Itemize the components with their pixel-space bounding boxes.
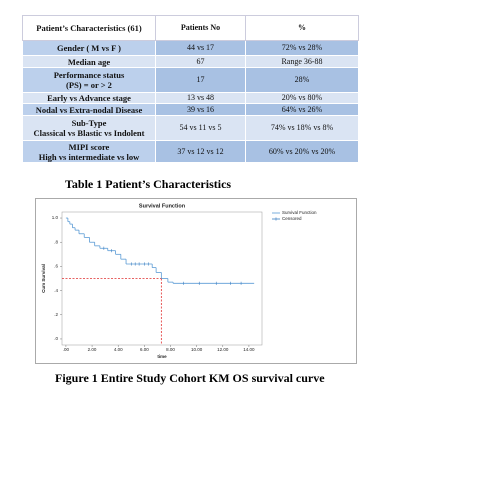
x-tick-label: 2.00 — [88, 347, 97, 352]
y-axis-label: Cum Survival — [41, 264, 46, 293]
table-row: Early vs Advance stage 13 vs 48 20% vs 80% — [22, 92, 359, 104]
table-cell: Median age — [22, 55, 156, 68]
legend-label: Censored — [282, 216, 302, 221]
table-cell: MIPI score High vs intermediate vs low — [22, 140, 156, 163]
chart: Survival Function time Cum Survival .00 2.00… — [35, 198, 357, 364]
table-row: Sub-Type Classical vs Blastic vs Indolen… — [22, 115, 359, 141]
table-row: MIPI score High vs intermediate vs low 37… — [22, 140, 359, 163]
table-cell: Early vs Advance stage — [22, 92, 156, 104]
x-tick-label: 8.00 — [166, 347, 175, 352]
table-cell: 74% vs 18% vs 8% — [245, 115, 359, 141]
table-cell: Performance status (PS) = or > 2 — [22, 67, 156, 93]
y-tick-label: 1.0 — [52, 215, 59, 220]
y-tick-label: .6 — [54, 264, 58, 269]
figure-caption: Figure 1 Entire Study Cohort KM OS survi… — [55, 371, 325, 385]
table-cell: Gender ( M vs F ) — [22, 40, 156, 56]
legend-label: Survival Function — [282, 210, 317, 215]
table-cell: 28% — [245, 67, 359, 93]
table-caption: Table 1 Patient’s Characteristics — [65, 177, 232, 191]
y-tick-label: .2 — [54, 312, 58, 317]
table-row: Gender ( M vs F ) 44 vs 17 72% vs 28% — [22, 40, 359, 56]
table-cell: 44 vs 17 — [155, 40, 246, 56]
table-row: Median age 67 Range 36-88 — [22, 55, 359, 68]
table-cell: Sub-Type Classical vs Blastic vs Indolen… — [22, 115, 156, 141]
x-tick-label: 6.00 — [140, 347, 149, 352]
x-tick-label: 12.00 — [217, 347, 229, 352]
x-tick-label: 4.00 — [114, 347, 123, 352]
table-cell: Patients No — [155, 15, 246, 41]
table-row: Nodal vs Extra-nodal Disease 39 vs 16 64% … — [22, 103, 359, 116]
table-cell: Nodal vs Extra-nodal Disease — [22, 103, 156, 116]
table-cell: 20% vs 80% — [245, 92, 359, 104]
x-axis-label: time — [157, 354, 167, 359]
table-cell: 17 — [155, 67, 246, 93]
table-cell: Range 36-88 — [245, 55, 359, 68]
table-cell: 37 vs 12 vs 12 — [155, 140, 246, 163]
table-cell: 60% vs 20% vs 20% — [245, 140, 359, 163]
table-cell: 67 — [155, 55, 246, 68]
table-cell: 39 vs 16 — [155, 103, 246, 116]
y-tick-label: .4 — [54, 288, 58, 293]
table-cell: Patient’s Characteristics (61) — [22, 15, 156, 41]
characteristics-table: Patient’s Characteristics (61) Patients N… — [22, 15, 359, 163]
x-tick-label: 14.00 — [243, 347, 255, 352]
table-row: Patient’s Characteristics (61) Patients N… — [22, 15, 359, 41]
table-row: Performance status (PS) = or > 2 17 28% — [22, 67, 359, 93]
y-tick-label: .0 — [54, 336, 58, 341]
y-tick-label: .8 — [54, 239, 58, 244]
table-cell: 64% vs 26% — [245, 103, 359, 116]
table-cell: % — [245, 15, 359, 41]
x-tick-label: .00 — [63, 347, 70, 352]
x-tick-label: 10.00 — [191, 347, 203, 352]
chart-title: Survival Function — [139, 203, 186, 209]
table-cell: 13 vs 48 — [155, 92, 246, 104]
table-cell: 54 vs 11 vs 5 — [155, 115, 246, 141]
table-cell: 72% vs 28% — [245, 40, 359, 56]
